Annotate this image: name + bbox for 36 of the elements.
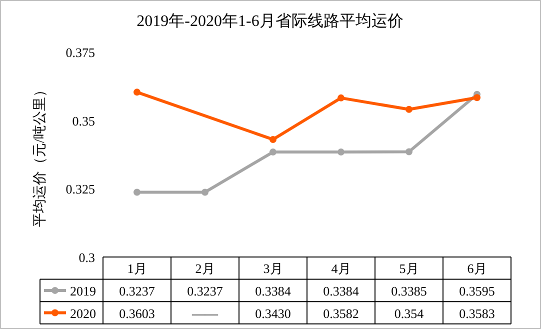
y-axis-title: 平均运价（元/吨公里） <box>32 83 48 227</box>
x-tick-label: 1月 <box>127 261 147 276</box>
y-tick-label: 0.3 <box>78 250 95 265</box>
point <box>270 136 276 143</box>
point <box>338 94 344 102</box>
data-label: 0.3384 <box>255 283 292 298</box>
point <box>270 148 276 156</box>
point <box>406 106 412 113</box>
legend-label: 2019 <box>70 283 96 298</box>
text: —— <box>192 306 218 321</box>
y-tick-label: 0.375 <box>66 45 95 60</box>
data-label: 0.354 <box>394 306 424 321</box>
point <box>406 148 412 156</box>
data-label: 0.3595 <box>459 283 495 298</box>
x-tick-label: 2月 <box>195 261 215 276</box>
data-label: 0.3237 <box>119 283 156 298</box>
y-tick-label: 0.35 <box>72 113 95 128</box>
data-label: 0.3430 <box>255 306 291 321</box>
data-label: 0.3384 <box>323 283 360 298</box>
data-label: 0.3385 <box>391 283 427 298</box>
x-tick-label: 5月 <box>399 261 419 276</box>
chart-title: 2019年-2020年1-6月省际线路平均运价 <box>136 12 404 30</box>
point <box>134 188 140 196</box>
data-label: 0.3603 <box>119 306 155 321</box>
point <box>134 88 140 96</box>
x-tick-label: 6月 <box>467 261 487 276</box>
y-tick-label: 0.325 <box>66 182 95 197</box>
x-tick-label: 3月 <box>263 261 283 276</box>
point <box>338 148 344 156</box>
x-tick-label: 4月 <box>331 261 351 276</box>
data-label: 0.3583 <box>459 306 495 321</box>
point <box>202 188 208 196</box>
data-label: 0.3582 <box>323 306 359 321</box>
point <box>474 94 480 102</box>
legend-label: 2020 <box>70 306 96 321</box>
data-label: 0.3237 <box>187 283 224 298</box>
